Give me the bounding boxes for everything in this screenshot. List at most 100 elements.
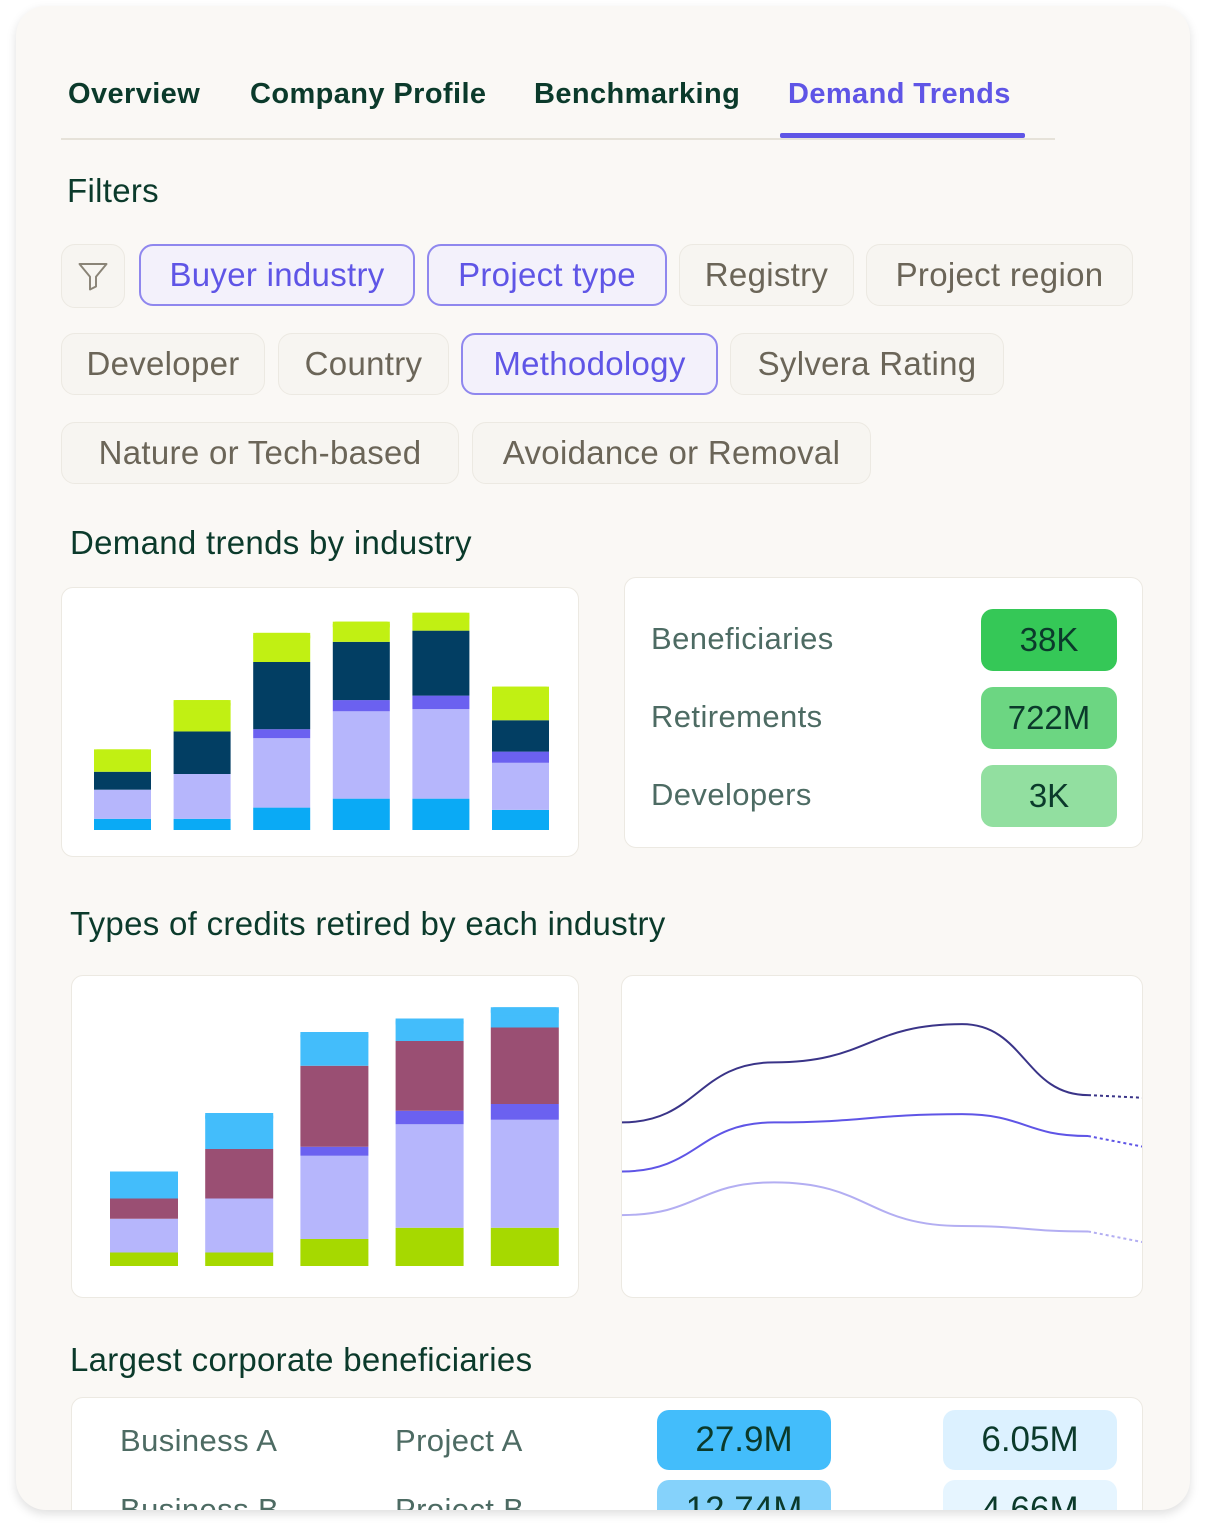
credit-types-bar-segment [395,1124,464,1228]
active-tab-indicator [780,133,1025,138]
filter-chip-project-region[interactable]: Project region [866,244,1133,306]
industry-demand-bar-segment [332,798,390,830]
stat-value-retirements: 722M [981,687,1117,749]
series-line [622,1181,1089,1233]
stat-label-beneficiaries: Beneficiaries [651,621,834,656]
industry-demand-bar-segment [412,709,470,799]
table-row-value-secondary: 4.66M [943,1480,1117,1510]
stat-value-beneficiaries: 38K [981,609,1117,671]
industry-demand-bar-cap [492,686,549,695]
industry-demand-bar-segment [492,809,549,830]
table-row-project: Project B [395,1492,525,1510]
filter-icon [78,263,108,291]
tab-company-profile[interactable]: Company Profile [250,78,487,110]
credit-types-bar-segment [110,1198,178,1219]
credit-types-bar-segment [205,1198,274,1253]
credit-types-bar-segment [205,1149,274,1199]
credit-types-bar-cap [205,1113,274,1121]
demand-trends-card: Overview Company Profile Benchmarking De… [16,6,1190,1510]
credit-trend-line-chart-svg [622,1023,1142,1243]
credit-types-bar-cap [300,1032,369,1040]
filters-heading: Filters [67,172,159,209]
stat-value-developers: 3K [981,765,1117,827]
filter-chip-developer[interactable]: Developer [61,333,265,395]
filter-chip-methodology[interactable]: Methodology [461,333,718,395]
stat-label-developers: Developers [651,777,812,812]
industry-demand-chart [61,587,579,857]
table-row-business: Business B [120,1492,280,1510]
industry-demand-bar-segment [492,762,549,810]
industry-demand-bar-cap [412,612,470,621]
tab-bar: Overview Company Profile Benchmarking De… [61,74,1055,140]
industry-demand-bar-cap [94,749,151,758]
credit-types-bar-segment [110,1252,178,1266]
table-row-value-primary: 27.9M [657,1410,831,1470]
credit-types-bar-segment [395,1110,464,1125]
filter-chip-buyer-industry[interactable]: Buyer industry [139,244,415,306]
series-projection-line [1087,1094,1142,1099]
credit-trend-line-chart [621,975,1143,1298]
industry-demand-bar-segment [412,798,470,830]
tab-demand-trends[interactable]: Demand Trends [788,78,1011,110]
credit-types-chart-svg [110,1007,559,1266]
series-projection-line [1087,1230,1142,1243]
industry-demand-bar-segment [173,818,231,830]
industry-demand-bar-segment [253,662,311,730]
credit-types-bar-segment [395,1227,464,1266]
filter-chip-avoidance-or-removal[interactable]: Avoidance or Removal [472,422,871,484]
credit-types-bar-segment [300,1155,369,1239]
industry-demand-chart-svg [94,612,549,830]
tab-overview[interactable]: Overview [68,78,201,110]
industry-demand-bar-segment [412,695,470,710]
industry-demand-bar-segment [253,729,311,739]
filter-button[interactable] [61,244,125,308]
industry-demand-bar-segment [173,774,231,819]
industry-demand-bar-cap [332,621,390,630]
table-row-value-primary: 12.74M [657,1480,831,1510]
industry-demand-bar-segment [492,720,549,752]
industry-demand-bar-segment [94,818,151,830]
credit-types-bar-segment [110,1218,178,1253]
filter-chip-sylvera-rating[interactable]: Sylvera Rating [730,333,1004,395]
credit-types-bar-segment [395,1041,464,1111]
credit-types-bar-segment [490,1227,559,1266]
industry-demand-bar-segment [173,731,231,774]
credit-types-bar-segment [205,1252,274,1266]
beneficiaries-heading: Largest corporate beneficiaries [70,1341,533,1378]
industry-demand-bar-segment [412,630,470,696]
filter-chip-project-type[interactable]: Project type [427,244,667,306]
tab-benchmarking[interactable]: Benchmarking [534,78,741,110]
credit-types-bar-segment [490,1027,559,1104]
industry-demand-bar-segment [332,700,390,712]
credit-types-bar-segment [300,1065,369,1147]
credit-types-bar-cap [490,1007,559,1016]
series-line [622,1023,1089,1124]
credit-types-bar-segment [490,1104,559,1120]
credit-types-heading: Types of credits retired by each industr… [70,905,666,942]
credit-types-bar-cap [395,1018,464,1027]
industry-demand-bar-segment [332,641,390,701]
industry-demand-bar-segment [94,789,151,819]
demand-stats-panel: Beneficiaries 38K Retirements 722M Devel… [624,577,1143,848]
credit-types-bar-segment [300,1146,369,1156]
credit-types-bar-segment [300,1239,369,1266]
filter-chip-nature-or-tech[interactable]: Nature or Tech-based [61,422,459,484]
beneficiaries-table: Business A Project A 27.9M 6.05M Busines… [71,1397,1143,1510]
filter-chip-country[interactable]: Country [278,333,449,395]
table-row-business: Business A [120,1423,278,1458]
industry-demand-bar-segment [94,771,151,790]
stat-label-retirements: Retirements [651,699,823,734]
industry-demand-bar-cap [253,632,311,641]
series-line [622,1113,1089,1173]
table-row-project: Project A [395,1423,523,1458]
industry-demand-bar-segment [253,807,311,830]
table-row-value-secondary: 6.05M [943,1410,1117,1470]
credit-types-chart [71,975,579,1298]
filter-chip-registry[interactable]: Registry [679,244,854,306]
credit-types-bar-cap [110,1171,178,1180]
industry-demand-bar-segment [253,738,311,808]
demand-trends-heading: Demand trends by industry [70,524,472,561]
industry-demand-bar-cap [173,700,231,709]
series-projection-line [1087,1135,1142,1148]
credit-types-bar-segment [490,1119,559,1228]
